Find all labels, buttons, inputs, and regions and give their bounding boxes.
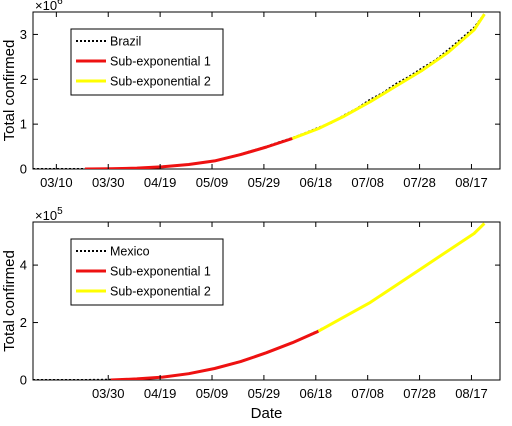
y-axis-multiplier: ×106 (35, 0, 63, 13)
legend-label-3: Sub-exponential 2 (110, 75, 211, 89)
y-multiplier-exponent: 6 (57, 0, 63, 7)
x-tick-label: 05/29 (248, 175, 281, 190)
x-tick-label: 07/28 (403, 175, 436, 190)
y-tick-label: 2 (20, 315, 27, 330)
series-line-3 (291, 13, 486, 140)
y-tick-label: 2 (20, 72, 27, 87)
y-axis-title: Total confirmed (1, 250, 18, 352)
x-tick-label: 07/08 (351, 175, 384, 190)
x-tick-label: 07/08 (351, 386, 384, 401)
x-tick-label: 07/28 (403, 386, 436, 401)
series-group (33, 222, 486, 380)
y-multiplier-base: ×10 (35, 208, 57, 223)
x-tick-label: 06/18 (300, 175, 333, 190)
x-tick-label: 05/09 (196, 175, 229, 190)
y-tick-label: 0 (20, 373, 27, 388)
series-line-2 (110, 329, 320, 380)
x-tick-label: 03/30 (92, 386, 125, 401)
legend: Brazil Sub-exponential 1 Sub-exponential 2 (70, 28, 224, 96)
y-tick-label: 0 (20, 162, 27, 177)
x-tick-label: 04/19 (144, 386, 177, 401)
x-tick-label: 05/29 (248, 386, 281, 401)
legend-label-3: Sub-exponential 2 (110, 285, 211, 299)
x-axis-title: Date (251, 405, 283, 422)
chart-panel-1: 03/10 03/30 04/19 05/09 05/29 06/18 07/08 07/28… (1, 0, 501, 190)
x-tick-label: 08/17 (455, 386, 488, 401)
y-axis-multiplier: ×105 (35, 206, 63, 223)
x-tick-label: 03/30 (92, 175, 125, 190)
x-tick-label: 05/09 (196, 386, 229, 401)
y-axis-title: Total confirmed (1, 40, 18, 142)
x-tick-label: 03/10 (40, 175, 73, 190)
legend: Mexico Sub-exponential 1 Sub-exponential 2 (70, 238, 224, 306)
y-tick-label: 1 (20, 117, 27, 132)
y-tick-label: 3 (20, 27, 27, 42)
y-tick-label: 4 (20, 258, 27, 273)
chart-panel-2: 03/30 04/19 05/09 05/29 06/18 07/08 07/28 08/17… (1, 206, 501, 422)
y-multiplier-exponent: 5 (57, 206, 63, 217)
legend-label-2: Sub-exponential 1 (110, 55, 211, 69)
x-tick-label: 04/19 (144, 175, 177, 190)
x-tick-label: 08/17 (455, 175, 488, 190)
y-multiplier-base: ×10 (35, 0, 57, 13)
series-line-2 (84, 137, 293, 169)
legend-label-1: Brazil (110, 35, 141, 49)
legend-label-2: Sub-exponential 1 (110, 265, 211, 279)
series-line-3 (317, 222, 486, 333)
series-group (33, 13, 486, 169)
x-tick-label: 06/18 (300, 386, 333, 401)
legend-label-1: Mexico (110, 245, 150, 259)
